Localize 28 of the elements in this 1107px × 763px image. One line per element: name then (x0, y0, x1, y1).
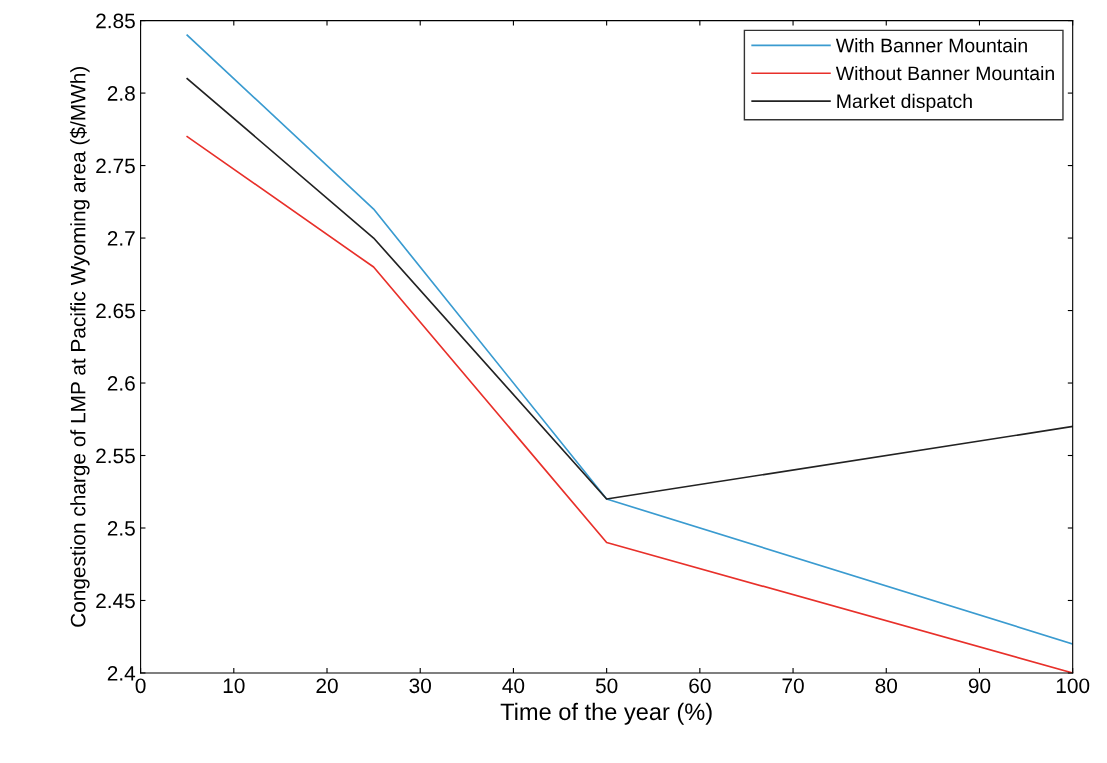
x-tick-label: 10 (223, 678, 245, 694)
y-tick-label: 2.4 (107, 665, 136, 681)
x-tick-label: 0 (135, 678, 146, 694)
x-tick-label: 80 (875, 678, 898, 694)
legend-label: With Banner Mountain (835, 38, 1027, 53)
y-tick-label: 2.6 (107, 376, 135, 391)
x-tick-label: 90 (968, 678, 991, 694)
y-tick-label: 2.85 (96, 13, 135, 29)
y-axis-title: Congestion charge of LMP at Pacific Wyoming area ($/MWh) (69, 66, 90, 627)
y-tick-label: 2.5 (107, 521, 135, 536)
x-tick-label: 50 (595, 678, 618, 694)
line-series (186, 135, 1073, 673)
x-tick-label: 70 (782, 678, 804, 694)
x-tick-label: 20 (316, 678, 338, 694)
x-tick-label: 40 (502, 678, 525, 694)
legend-label: Without Banner Mountain (835, 65, 1054, 81)
line-series (186, 34, 1073, 645)
y-tick-label: 2.75 (96, 158, 135, 174)
legend-label: Market dispatch (837, 93, 972, 112)
x-tick-label: 30 (409, 678, 431, 694)
y-tick-label: 2.65 (96, 303, 135, 319)
y-tick-label: 2.7 (107, 231, 135, 246)
y-tick-label: 2.8 (107, 86, 135, 101)
x-tick-label: 100 (1056, 678, 1090, 694)
x-axis-title: Time of the year (%) (500, 702, 712, 725)
y-tick-label: 2.45 (96, 593, 135, 609)
x-tick-label: 60 (689, 678, 711, 694)
y-tick-label: 2.55 (96, 448, 135, 464)
